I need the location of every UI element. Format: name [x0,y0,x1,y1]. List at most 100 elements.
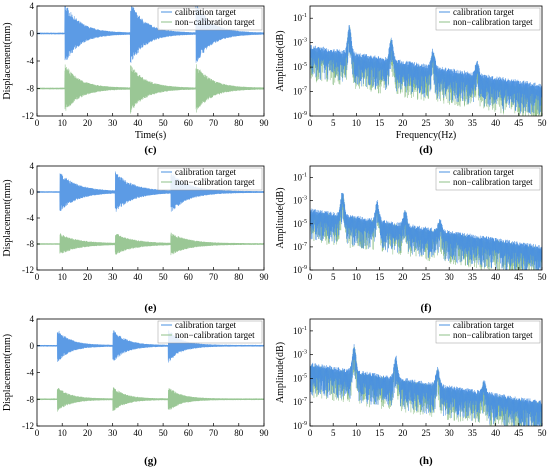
y-tick-label: 0 [30,341,35,351]
x-tick-label: 50 [159,118,169,128]
y-tick-label: 10-5 [293,373,307,383]
x-tick-label: 40 [491,428,501,438]
x-tick-label: 50 [538,118,548,128]
x-tick-label: 40 [491,272,501,282]
legend-entry-non-calibration: non−calibration target [175,177,255,187]
x-tick-label: 30 [108,272,118,282]
y-tick-label: 0 [30,187,35,197]
chart-e: 0 10 20 30 40 50 60 70 80 9040-4-8-12Displacement… [2,161,269,314]
legend-box [435,320,541,344]
panel-label-h: (h) [419,455,433,467]
legend-entry-non-calibration: non−calibration target [453,330,533,340]
y-tick-label: -12 [22,265,34,275]
x-tick-label: 60 [184,428,194,438]
y-tick-label: 10-3 [293,38,307,48]
y-tick-label: 10-7 [293,87,307,97]
x-tick-label: 50 [159,428,169,438]
series-line-non-calibration [37,232,264,256]
chart-d: 0 5 10 15 20 25 30 35 40 45 50 10-1 10-3 10-5 10-7 10-9… [275,5,548,156]
panel-label-g: (g) [144,455,157,467]
x-tick-label: 45 [514,272,524,282]
x-tick-label: 80 [234,272,244,282]
legend-entry-non-calibration: non−calibration target [175,17,255,27]
series-line-non-calibration [37,387,264,412]
x-tick-label: 70 [209,118,219,128]
y-tick-label: 4 [30,314,35,324]
y-tick-label: 10-3 [293,350,307,360]
y-tick-label: 10-5 [293,62,307,72]
x-tick-label: 50 [538,428,548,438]
series-line-calibration [310,344,542,426]
panel-label-f: (f) [421,302,432,314]
y-tick-label: -4 [27,213,35,223]
legend-entry-non-calibration: non−calibration target [175,330,255,340]
legend-entry-non-calibration: non−calibration target [453,17,533,27]
plot-area-e [37,171,264,256]
y-tick-label: -8 [27,239,35,249]
plot-area-d [310,25,542,116]
y-axis-label: Amplitude(dB) [275,30,286,91]
x-tick-label: 30 [445,272,455,282]
x-tick-label: 20 [398,428,408,438]
x-tick-label: 25 [422,428,432,438]
panel-label-e: (e) [144,302,157,314]
x-tick-label: 25 [422,118,432,128]
series-line-calibration [37,171,264,212]
x-tick-label: 90 [260,428,270,438]
legend-entry-calibration: calibration target [453,7,515,17]
x-tick-label: 20 [83,272,93,282]
x-tick-label: 20 [83,428,93,438]
series-line-calibration [310,192,542,270]
x-tick-label: 0 [35,428,40,438]
y-tick-label: 10-1 [293,13,307,23]
x-tick-label: 20 [83,118,93,128]
panel-label-d: (d) [419,144,433,156]
series-line-calibration [310,25,542,115]
x-tick-label: 5 [331,118,336,128]
legend-box [157,320,263,344]
legend-entry-non-calibration: non−calibration target [453,177,533,187]
y-tick-label: -12 [22,111,34,121]
legend-entry-calibration: calibration target [175,167,237,177]
legend-entry-calibration: calibration target [175,7,237,17]
y-tick-label: -12 [22,421,34,431]
x-tick-label: 20 [398,272,408,282]
legend-entry-calibration: calibration target [175,320,237,330]
y-tick-label: 10-1 [293,173,307,183]
x-tick-label: 15 [375,272,385,282]
y-axis-label: Displacement(mm) [2,179,13,256]
x-tick-label: 50 [538,272,548,282]
x-tick-label: 40 [491,118,501,128]
y-tick-label: 10-9 [293,111,307,121]
y-tick-label: -4 [27,368,35,378]
x-tick-label: 10 [58,428,68,438]
y-tick-label: 4 [30,1,35,11]
y-tick-label: -4 [27,56,35,66]
plot-area-h [310,344,542,426]
chart-h: 0 5 10 15 20 25 30 35 40 45 50 10-1 10-3 10-5 10-7 10-9… [275,318,548,467]
y-tick-label: -8 [27,394,35,404]
x-tick-label: 80 [234,428,244,438]
x-tick-label: 40 [133,118,143,128]
x-axis-label: Time(s) [135,130,166,141]
x-tick-label: 30 [108,428,118,438]
x-tick-label: 10 [58,118,68,128]
chart-c: 0 10 20 30 40 50 60 70 80 9040-4-8-12Displacement… [2,1,269,156]
legend-box [157,7,263,31]
y-axis-label: Displacement(mm) [2,334,13,411]
x-tick-label: 10 [352,272,362,282]
y-tick-label: 10-7 [293,242,307,252]
x-axis-label: Frequency(Hz) [396,130,457,141]
x-tick-label: 0 [35,272,40,282]
x-tick-label: 10 [352,118,362,128]
y-tick-label: 10-9 [293,421,307,431]
x-tick-label: 20 [398,118,408,128]
series-line-calibration [37,6,264,63]
panel-label-c: (c) [144,144,157,156]
x-tick-label: 70 [209,428,219,438]
y-tick-label: 10-3 [293,196,307,206]
